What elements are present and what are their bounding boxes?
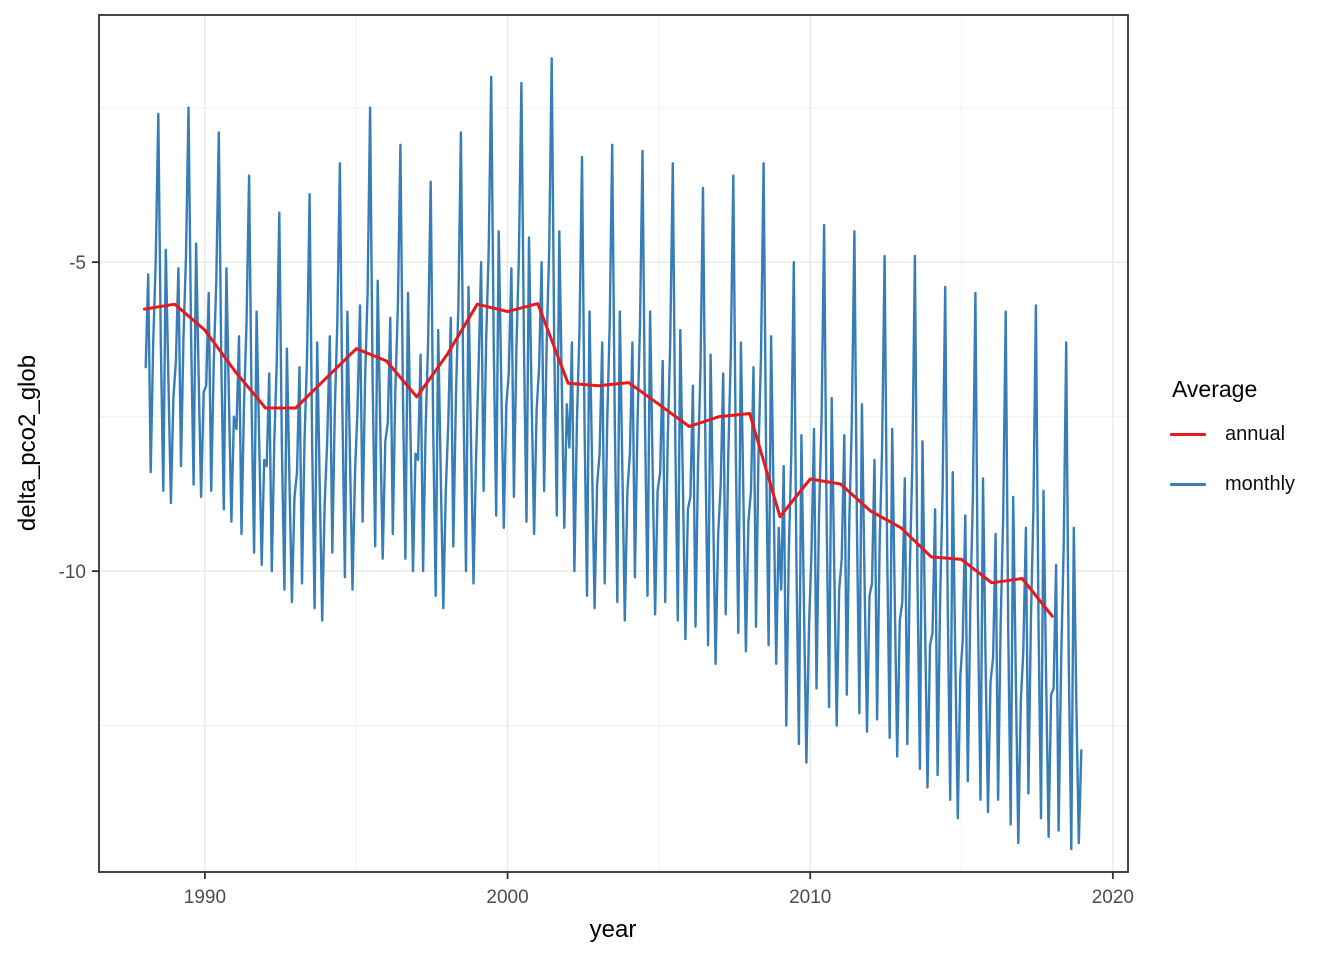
y-tick-label: -5 (69, 253, 86, 274)
legend-item-monthly: monthly (1170, 473, 1295, 496)
x-tick-label: 2010 (789, 887, 831, 908)
legend-key-annual-line (1170, 424, 1206, 445)
x-tick-label: 2020 (1092, 887, 1134, 908)
monthly-line (144, 57, 1083, 851)
monthly-line-swatch (1170, 483, 1206, 486)
annual-line (142, 302, 1054, 618)
legend-label-monthly: monthly (1225, 473, 1296, 495)
x-axis-title: year (589, 916, 637, 943)
x-tick-label: 1990 (184, 887, 226, 908)
panel-border (98, 14, 1129, 873)
legend: Average annual monthly (1170, 376, 1295, 523)
legend-title: Average (1172, 376, 1258, 402)
y-axis-title: delta_pco2_glob (14, 354, 41, 532)
legend-key-monthly-line (1170, 474, 1206, 495)
legend-label-annual: annual (1225, 423, 1286, 445)
legend-entries: annual monthly (1170, 423, 1295, 496)
y-tick-label: -10 (59, 562, 86, 583)
x-tick-label: 2000 (486, 887, 528, 908)
annual-line-swatch (1170, 433, 1206, 436)
legend-item-annual: annual (1170, 423, 1295, 446)
